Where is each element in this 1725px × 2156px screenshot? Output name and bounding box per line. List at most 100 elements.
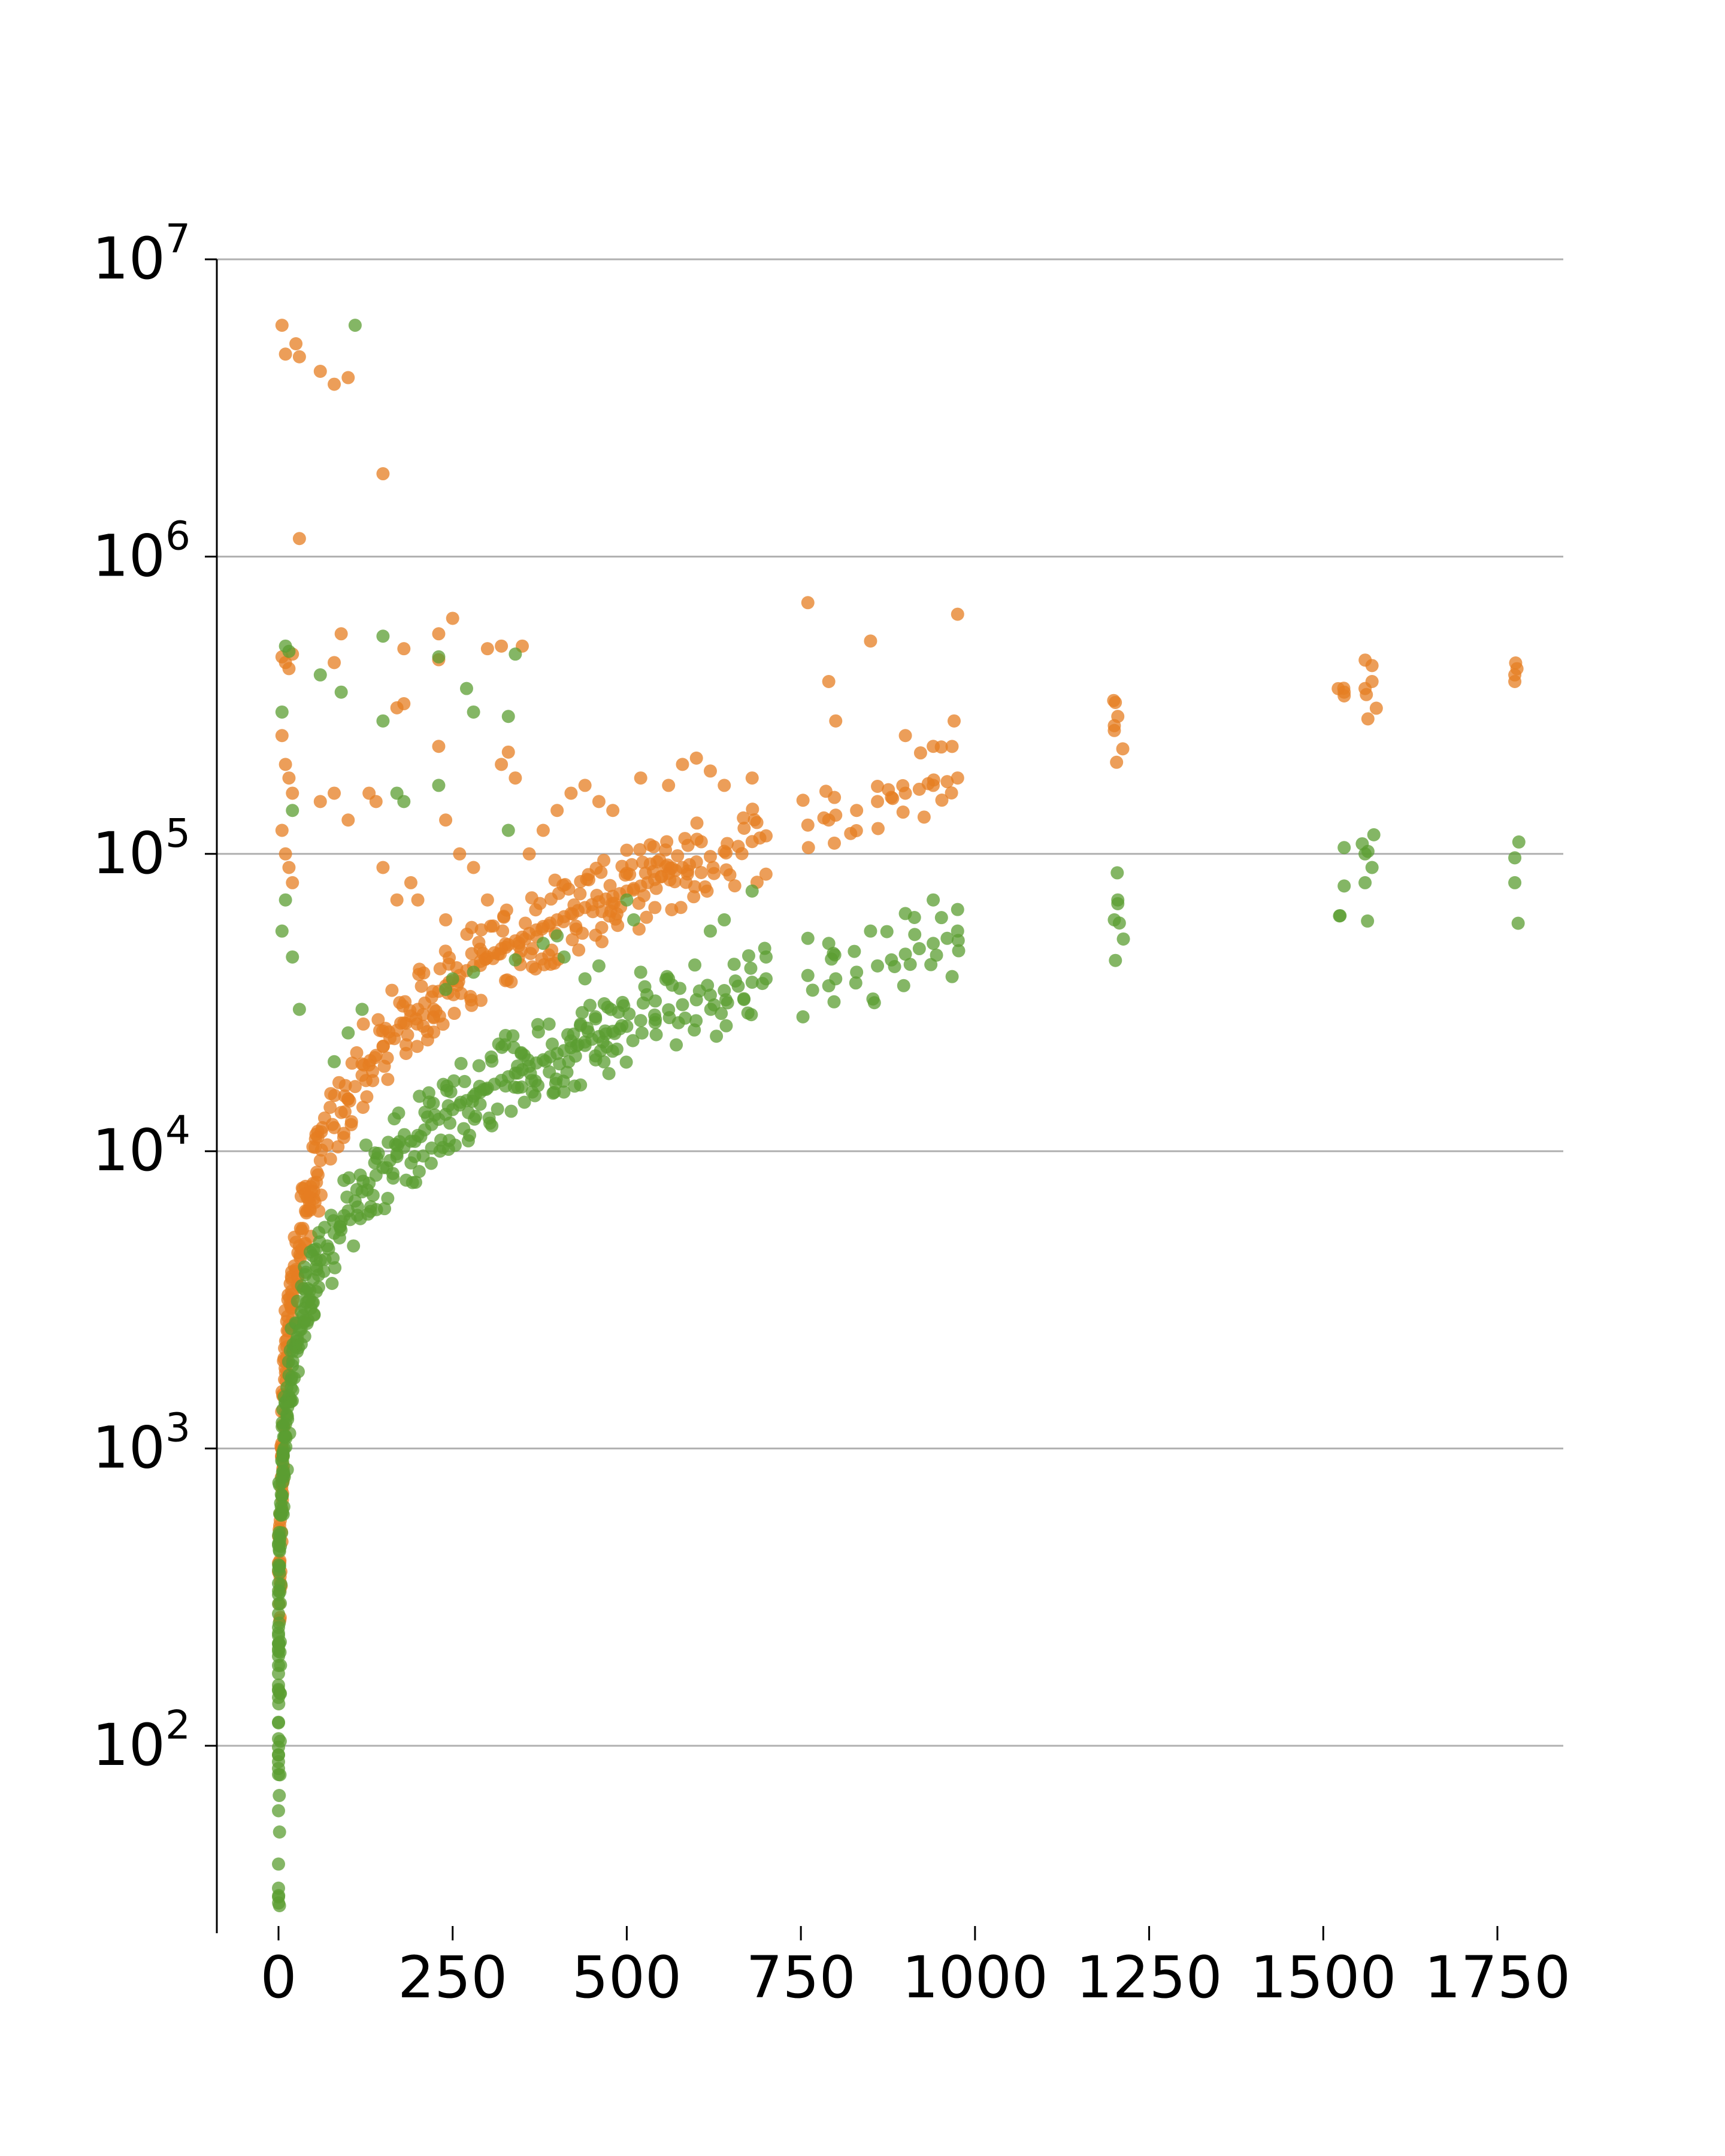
green-data-point [309, 1285, 323, 1298]
orange-data-point [312, 1204, 326, 1218]
orange-data-point [573, 887, 587, 901]
green-data-point [272, 1804, 285, 1818]
green-data-point [412, 1165, 426, 1179]
green-data-point [568, 1049, 582, 1063]
x-tick-label: 1000 [902, 1944, 1048, 2011]
green-data-point [908, 928, 922, 941]
green-data-point [397, 795, 411, 808]
orange-data-point [896, 779, 910, 792]
green-data-point [848, 944, 861, 958]
orange-data-point [376, 861, 390, 874]
orange-data-point [586, 905, 600, 919]
green-data-point [515, 1080, 528, 1094]
green-data-point [366, 1188, 380, 1202]
green-data-point [634, 965, 647, 979]
green-data-point [580, 1021, 594, 1035]
green-data-point [850, 965, 864, 979]
orange-data-point [344, 1118, 358, 1131]
green-data-point [277, 1500, 290, 1513]
green-data-point [472, 1059, 486, 1073]
orange-data-point [509, 771, 522, 785]
orange-data-point [416, 1007, 430, 1021]
orange-data-point [552, 886, 565, 900]
green-data-point [286, 1394, 299, 1408]
orange-data-point [728, 879, 742, 893]
green-data-point [404, 1156, 418, 1170]
orange-data-point [368, 1051, 382, 1065]
green-data-point [546, 1037, 559, 1051]
orange-data-point [480, 642, 494, 656]
green-data-point [305, 1295, 319, 1309]
green-data-point [277, 1468, 290, 1482]
orange-data-point [951, 771, 964, 785]
green-data-point [359, 1138, 373, 1152]
green-data-point [557, 1085, 571, 1099]
green-data-point [283, 1427, 296, 1440]
green-data-point [1112, 916, 1126, 930]
data-points [272, 319, 1526, 1912]
orange-data-point [439, 913, 453, 926]
orange-data-point [366, 1074, 380, 1088]
orange-data-point [550, 804, 564, 817]
orange-data-point [454, 986, 468, 1000]
green-data-point [626, 1034, 640, 1047]
green-data-point [822, 937, 836, 950]
orange-data-point [320, 1138, 334, 1152]
orange-data-point [745, 771, 759, 785]
orange-data-point [411, 893, 425, 907]
green-data-point [560, 1065, 574, 1079]
green-data-point [741, 1006, 755, 1020]
green-data-point [710, 1029, 724, 1043]
green-data-point [347, 1239, 361, 1253]
orange-data-point [464, 993, 478, 1007]
green-data-point [325, 1276, 339, 1290]
orange-data-point [567, 898, 581, 912]
green-data-point [469, 1110, 483, 1124]
orange-data-point [634, 771, 647, 785]
green-data-point [428, 1108, 441, 1122]
orange-data-point [356, 1017, 370, 1031]
orange-data-point [480, 893, 494, 907]
orange-data-point [748, 813, 761, 826]
green-data-point [888, 959, 901, 973]
green-data-point [945, 970, 959, 983]
green-data-point [930, 948, 943, 962]
green-data-point [364, 1200, 378, 1214]
orange-data-point [735, 847, 749, 861]
orange-data-point [501, 745, 515, 759]
green-data-point [1367, 828, 1381, 841]
green-data-point [1110, 866, 1124, 880]
orange-data-point [432, 1009, 446, 1023]
orange-data-point [564, 786, 578, 800]
orange-data-point [292, 532, 306, 546]
orange-data-point [688, 880, 701, 894]
green-data-point [390, 1150, 404, 1164]
orange-data-point [341, 813, 355, 827]
orange-data-point [625, 858, 638, 871]
orange-data-point [597, 853, 611, 867]
green-data-point [272, 1558, 286, 1571]
green-data-point [574, 1078, 588, 1092]
green-data-point [348, 319, 362, 332]
green-data-point [441, 1099, 455, 1113]
green-data-point [701, 979, 715, 992]
orange-data-point [1116, 742, 1130, 756]
green-data-point [272, 1659, 285, 1673]
green-data-point [292, 1003, 306, 1016]
green-data-point [286, 950, 299, 964]
green-data-point [279, 893, 292, 907]
green-data-point [298, 1330, 311, 1343]
green-data-point [898, 947, 912, 961]
orange-data-point [649, 882, 663, 895]
orange-data-point [850, 804, 864, 817]
green-data-point [313, 668, 327, 682]
orange-data-point [282, 861, 296, 874]
orange-data-point [706, 861, 720, 874]
green-data-point [1361, 914, 1375, 928]
green-data-point [1116, 932, 1130, 946]
green-data-point [473, 1097, 487, 1111]
orange-data-point [292, 350, 306, 364]
green-data-point [376, 629, 390, 643]
y-tick-label: 106 [92, 513, 190, 589]
y-tick-label: 103 [92, 1405, 190, 1482]
